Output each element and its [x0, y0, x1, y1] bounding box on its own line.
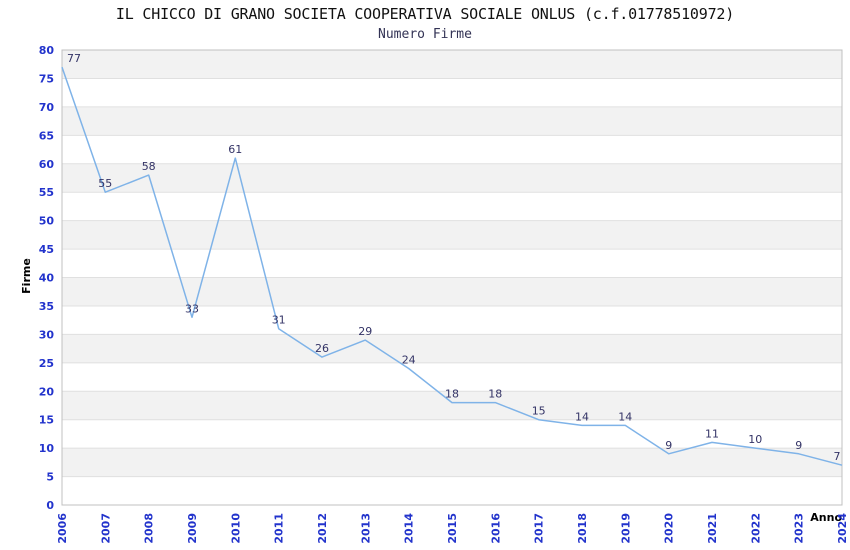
y-tick-label: 5	[46, 471, 54, 484]
x-tick-label: 2023	[793, 513, 806, 544]
point-label: 18	[488, 388, 502, 401]
point-label: 24	[402, 354, 416, 367]
y-tick-label: 60	[39, 158, 55, 171]
plot-band	[62, 50, 842, 79]
point-label: 7	[834, 450, 841, 463]
y-tick-label: 75	[39, 72, 54, 85]
point-label: 26	[315, 342, 329, 355]
y-tick-label: 0	[46, 499, 54, 512]
point-label: 9	[795, 439, 802, 452]
plot-band	[62, 448, 842, 477]
x-tick-label: 2006	[56, 513, 69, 544]
x-axis-label: Anno	[810, 511, 842, 524]
point-label: 61	[228, 143, 242, 156]
y-tick-label: 50	[39, 215, 55, 228]
plot-band	[62, 106, 842, 136]
x-tick-label: 2019	[619, 513, 632, 544]
x-tick-label: 2012	[316, 513, 329, 544]
point-label: 14	[618, 410, 632, 423]
y-tick-label: 40	[39, 272, 55, 285]
x-tick-label: 2008	[143, 513, 156, 544]
data-line	[61, 66, 843, 466]
y-tick-label: 80	[39, 44, 55, 57]
y-tick-label: 10	[39, 442, 55, 455]
point-label: 55	[98, 177, 112, 190]
point-label: 10	[748, 433, 762, 446]
plot-band	[62, 220, 842, 250]
x-tick-label: 2015	[446, 513, 459, 544]
x-tick-label: 2011	[273, 513, 286, 544]
point-label: 77	[67, 52, 81, 65]
x-tick-label: 2017	[533, 513, 546, 544]
plot-band	[62, 391, 842, 420]
point-label: 11	[705, 427, 719, 440]
plot-band	[62, 277, 842, 306]
y-tick-label: 55	[39, 186, 54, 199]
y-tick-label: 45	[39, 243, 54, 256]
x-tick-label: 2016	[489, 513, 502, 544]
point-label: 31	[272, 314, 286, 327]
plot-band	[62, 334, 842, 363]
x-tick-label: 2022	[749, 513, 762, 544]
x-tick-label: 2020	[663, 513, 676, 544]
x-tick-label: 2014	[403, 513, 416, 544]
y-tick-label: 30	[39, 328, 55, 341]
plot-border	[61, 49, 843, 506]
x-tick-label: 2010	[229, 513, 242, 544]
point-label: 15	[532, 405, 546, 418]
y-tick-label: 35	[39, 300, 54, 313]
chart-title: IL CHICCO DI GRANO SOCIETA COOPERATIVA S…	[115, 5, 735, 23]
point-label: 33	[185, 302, 199, 315]
y-tick-label: 25	[39, 357, 54, 370]
point-label: 29	[358, 325, 372, 338]
point-label: 58	[142, 160, 156, 173]
y-tick-label: 15	[39, 414, 54, 427]
point-label: 18	[445, 388, 459, 401]
y-tick-label: 20	[39, 385, 55, 398]
x-tick-label: 2009	[186, 513, 199, 544]
point-label: 14	[575, 410, 589, 423]
x-tick-label: 2024	[836, 513, 849, 544]
x-tick-label: 2007	[99, 513, 112, 544]
x-tick-label: 2018	[576, 513, 589, 544]
y-tick-label: 70	[39, 101, 55, 114]
point-label: 9	[665, 439, 672, 452]
plot-band	[62, 163, 842, 193]
y-tick-label: 65	[39, 129, 54, 142]
chart-subtitle: Numero Firme	[378, 27, 472, 42]
x-tick-label: 2021	[706, 513, 719, 544]
x-tick-label: 2013	[359, 513, 372, 544]
